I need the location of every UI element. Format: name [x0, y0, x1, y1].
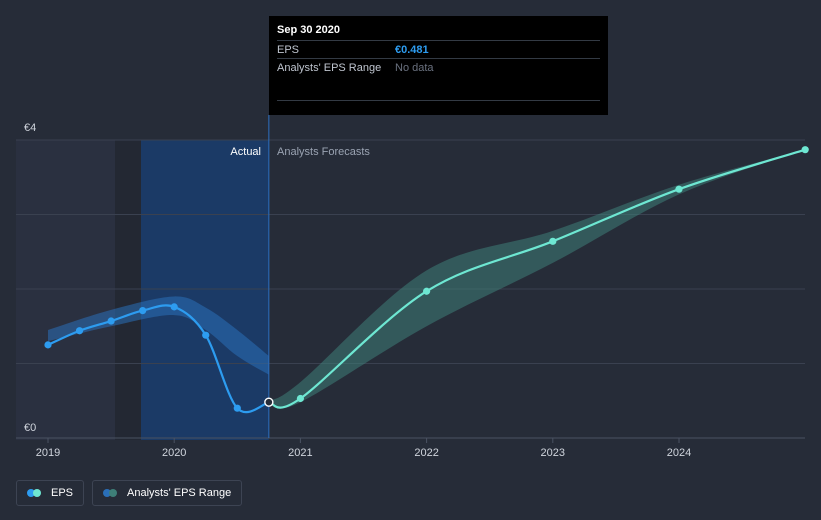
eps-actual-point [44, 341, 52, 349]
tooltip-spacer [277, 76, 600, 101]
x-axis: 2019 2020 2021 2022 2023 2024 [36, 438, 691, 459]
tooltip-eps-row: EPS €0.481 [277, 40, 600, 58]
range-legend-icon [103, 489, 119, 497]
tooltip: Sep 30 2020 EPS €0.481 Analysts' EPS Ran… [269, 16, 608, 115]
data-points [44, 146, 809, 412]
forecast-eps-range-band [268, 149, 806, 409]
legend-eps[interactable]: EPS [16, 480, 85, 506]
eps-actual-point [202, 331, 210, 339]
x-tick-label: 2021 [288, 447, 312, 459]
gridlines [16, 139, 805, 439]
legend-range-label: Analysts' EPS Range [127, 487, 232, 499]
eps-actual-point [170, 303, 178, 311]
eps-forecast-point [423, 287, 431, 295]
eps-legend-icon [27, 489, 43, 497]
legend: EPS Analysts' EPS Range [16, 480, 243, 506]
x-tick-label: 2019 [36, 447, 60, 459]
eps-actual-point [107, 317, 115, 325]
eps-actual-point [75, 327, 84, 335]
eps-actual-point [139, 307, 147, 315]
eps-forecast-point [549, 237, 557, 245]
y-tick-label-bottom: €0 [24, 422, 36, 434]
actual-highlight [141, 140, 269, 440]
x-tick-label: 2022 [414, 447, 438, 459]
tooltip-date: Sep 30 2020 [277, 24, 340, 36]
tooltip-range-row: Analysts' EPS Range No data [277, 58, 600, 76]
x-tick-label: 2024 [667, 447, 691, 459]
eps-forecast-point [296, 394, 304, 403]
eps-forecast-point [675, 185, 683, 193]
eps-actual-point [233, 404, 241, 412]
eps-forecast-point [801, 146, 809, 154]
actual-section-label: Actual [230, 146, 261, 158]
legend-eps-label: EPS [51, 487, 74, 499]
forecast-section-label: Analysts Forecasts [277, 146, 370, 158]
shade-gradient [115, 140, 141, 440]
x-tick-label: 2020 [162, 447, 186, 459]
tooltip-range-value: No data [395, 61, 434, 74]
tooltip-range-label: Analysts' EPS Range [277, 61, 382, 74]
past-eps-range-band [48, 296, 269, 375]
eps-actual-point [264, 397, 274, 407]
tooltip-eps-value: €0.481 [395, 43, 429, 56]
tooltip-eps-label: EPS [277, 43, 300, 56]
eps-actual-line [47, 304, 270, 414]
y-tick-label-top: €4 [24, 122, 36, 134]
legend-range[interactable]: Analysts' EPS Range [92, 480, 243, 506]
x-tick-label: 2023 [541, 447, 565, 459]
